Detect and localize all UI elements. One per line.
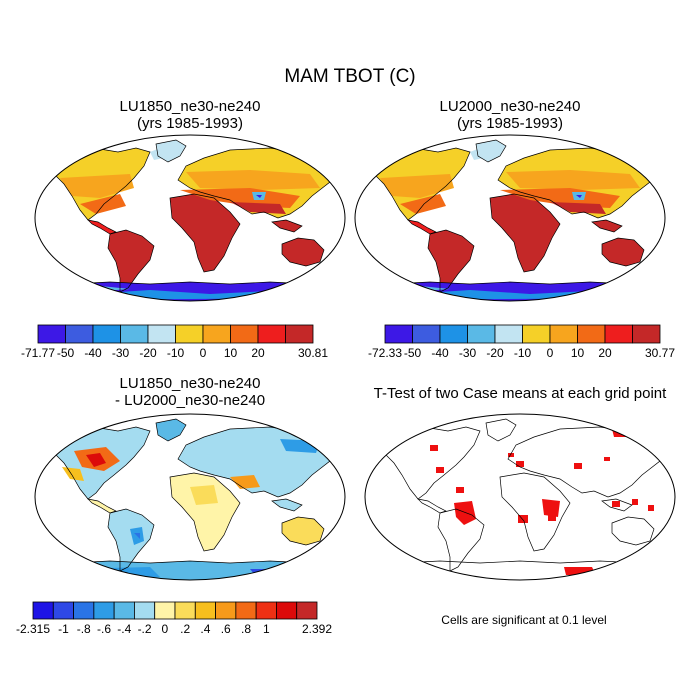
significant-cell bbox=[632, 499, 638, 505]
significant-cell bbox=[516, 461, 524, 467]
panel-ttest: T-Test of two Case means at each grid po… bbox=[364, 385, 676, 627]
colorbar-bin bbox=[467, 324, 496, 344]
colorbar-label: -30 bbox=[112, 346, 130, 360]
colorbar-bin bbox=[52, 601, 74, 620]
map-globe bbox=[364, 413, 676, 581]
colorbar-bin bbox=[285, 324, 314, 344]
panel-title-line-1: LU2000_ne30-ne240 bbox=[440, 98, 581, 115]
colorbar: -71.77 -50 -40 -30 -20 -10 0 10 20 30.81 bbox=[21, 324, 328, 360]
colorbar-label: 30.77 bbox=[645, 346, 675, 360]
colorbar-bin bbox=[120, 324, 149, 344]
colorbar-label: 30.81 bbox=[298, 346, 328, 360]
significant-cell bbox=[648, 505, 654, 511]
panel-title-line-2: (yrs 1985-1993) bbox=[457, 115, 563, 132]
colorbar-bin bbox=[604, 324, 633, 344]
colorbar-label: -71.77 bbox=[21, 346, 55, 360]
colorbar-label: 0 bbox=[547, 346, 554, 360]
colorbar-label: 1 bbox=[263, 622, 270, 636]
colorbar-label: 0 bbox=[200, 346, 207, 360]
colorbar-bin bbox=[577, 324, 606, 344]
colorbar-bin bbox=[255, 601, 277, 620]
significant-cell bbox=[548, 511, 556, 521]
colorbar-bin bbox=[134, 601, 156, 620]
colorbar-bin bbox=[257, 324, 286, 344]
colorbar-label: 10 bbox=[571, 346, 585, 360]
panel-title-line-2: - LU2000_ne30-ne240 bbox=[115, 392, 265, 409]
colorbar-bin bbox=[93, 601, 115, 620]
colorbar-label: -.8 bbox=[77, 622, 91, 636]
colorbar-bin bbox=[235, 601, 257, 620]
colorbar-bin bbox=[113, 601, 135, 620]
colorbar-bin bbox=[147, 324, 176, 344]
panel-title: T-Test of two Case means at each grid po… bbox=[374, 385, 667, 402]
map-globe bbox=[34, 413, 346, 581]
colorbar-bin bbox=[439, 324, 468, 344]
panel-title-line-1: LU1850_ne30-ne240 bbox=[120, 98, 261, 115]
significant-cell bbox=[436, 467, 444, 473]
panel-difference: LU1850_ne30-ne240 - LU2000_ne30-ne240 -2… bbox=[16, 375, 346, 636]
colorbar-label: .8 bbox=[241, 622, 251, 636]
colorbar-label: 20 bbox=[251, 346, 265, 360]
colorbar-label: 0 bbox=[162, 622, 169, 636]
colorbar-bin bbox=[215, 601, 237, 620]
colorbar-bin bbox=[494, 324, 523, 344]
colorbar: -72.33 -50 -40 -30 -20 -10 0 10 20 30.77 bbox=[368, 324, 675, 360]
colorbar-label: -40 bbox=[431, 346, 449, 360]
colorbar-label: -50 bbox=[404, 346, 422, 360]
colorbar-label: -10 bbox=[514, 346, 532, 360]
colorbar-label: -.2 bbox=[138, 622, 152, 636]
colorbar-bin bbox=[632, 324, 661, 344]
panel-lu1850: LU1850_ne30-ne240 (yrs 1985-1993) -71.77… bbox=[21, 98, 346, 360]
colorbar-label: -72.33 bbox=[368, 346, 402, 360]
colorbar: -2.315 -1 -.8 -.6 -.4 -.2 0 .2 .4 .6 .8 1 2.392 bbox=[16, 601, 332, 636]
colorbar-label: 20 bbox=[598, 346, 612, 360]
colorbar-bin bbox=[92, 324, 121, 344]
colorbar-label: -20 bbox=[486, 346, 504, 360]
significant-cell bbox=[430, 445, 438, 451]
significant-cell bbox=[604, 457, 610, 461]
significant-cell bbox=[612, 501, 620, 507]
colorbar-label: -1 bbox=[58, 622, 69, 636]
colorbar-bin bbox=[276, 601, 298, 620]
panel-lu2000: LU2000_ne30-ne240 (yrs 1985-1993) -72.33… bbox=[354, 98, 675, 360]
colorbar-bin bbox=[522, 324, 551, 344]
map-globe bbox=[34, 134, 346, 302]
colorbar-label: -30 bbox=[459, 346, 477, 360]
colorbar-bin bbox=[194, 601, 216, 620]
map-globe bbox=[354, 134, 666, 302]
colorbar-bin bbox=[154, 601, 176, 620]
colorbar-bin bbox=[175, 324, 204, 344]
colorbar-bin bbox=[384, 324, 413, 344]
colorbar-label: -10 bbox=[167, 346, 185, 360]
colorbar-bin bbox=[296, 601, 318, 620]
significant-cell bbox=[574, 463, 582, 469]
colorbar-bin bbox=[32, 601, 54, 620]
colorbar-bin bbox=[412, 324, 441, 344]
colorbar-bin bbox=[37, 324, 66, 344]
significant-cell bbox=[456, 487, 464, 493]
main-title: MAM TBOT (C) bbox=[284, 66, 415, 87]
panel-title-line-1: LU1850_ne30-ne240 bbox=[120, 375, 261, 392]
colorbar-label: .2 bbox=[180, 622, 190, 636]
colorbar-label: 2.392 bbox=[302, 622, 332, 636]
colorbar-bin bbox=[73, 601, 95, 620]
colorbar-label: -50 bbox=[57, 346, 75, 360]
colorbar-label: 10 bbox=[224, 346, 238, 360]
colorbar-bin bbox=[174, 601, 196, 620]
colorbar-bin bbox=[549, 324, 578, 344]
colorbar-bin bbox=[65, 324, 94, 344]
colorbar-label: -20 bbox=[139, 346, 157, 360]
colorbar-label: -40 bbox=[84, 346, 102, 360]
panel-title-line-2: (yrs 1985-1993) bbox=[137, 115, 243, 132]
colorbar-bin bbox=[230, 324, 259, 344]
colorbar-label: .4 bbox=[200, 622, 210, 636]
colorbar-label: .6 bbox=[221, 622, 231, 636]
colorbar-label: -.6 bbox=[97, 622, 111, 636]
colorbar-label: -.4 bbox=[117, 622, 131, 636]
significant-cell bbox=[454, 501, 476, 525]
colorbar-bin bbox=[202, 324, 231, 344]
colorbar-label: -2.315 bbox=[16, 622, 50, 636]
significance-note: Cells are significant at 0.1 level bbox=[441, 613, 606, 627]
